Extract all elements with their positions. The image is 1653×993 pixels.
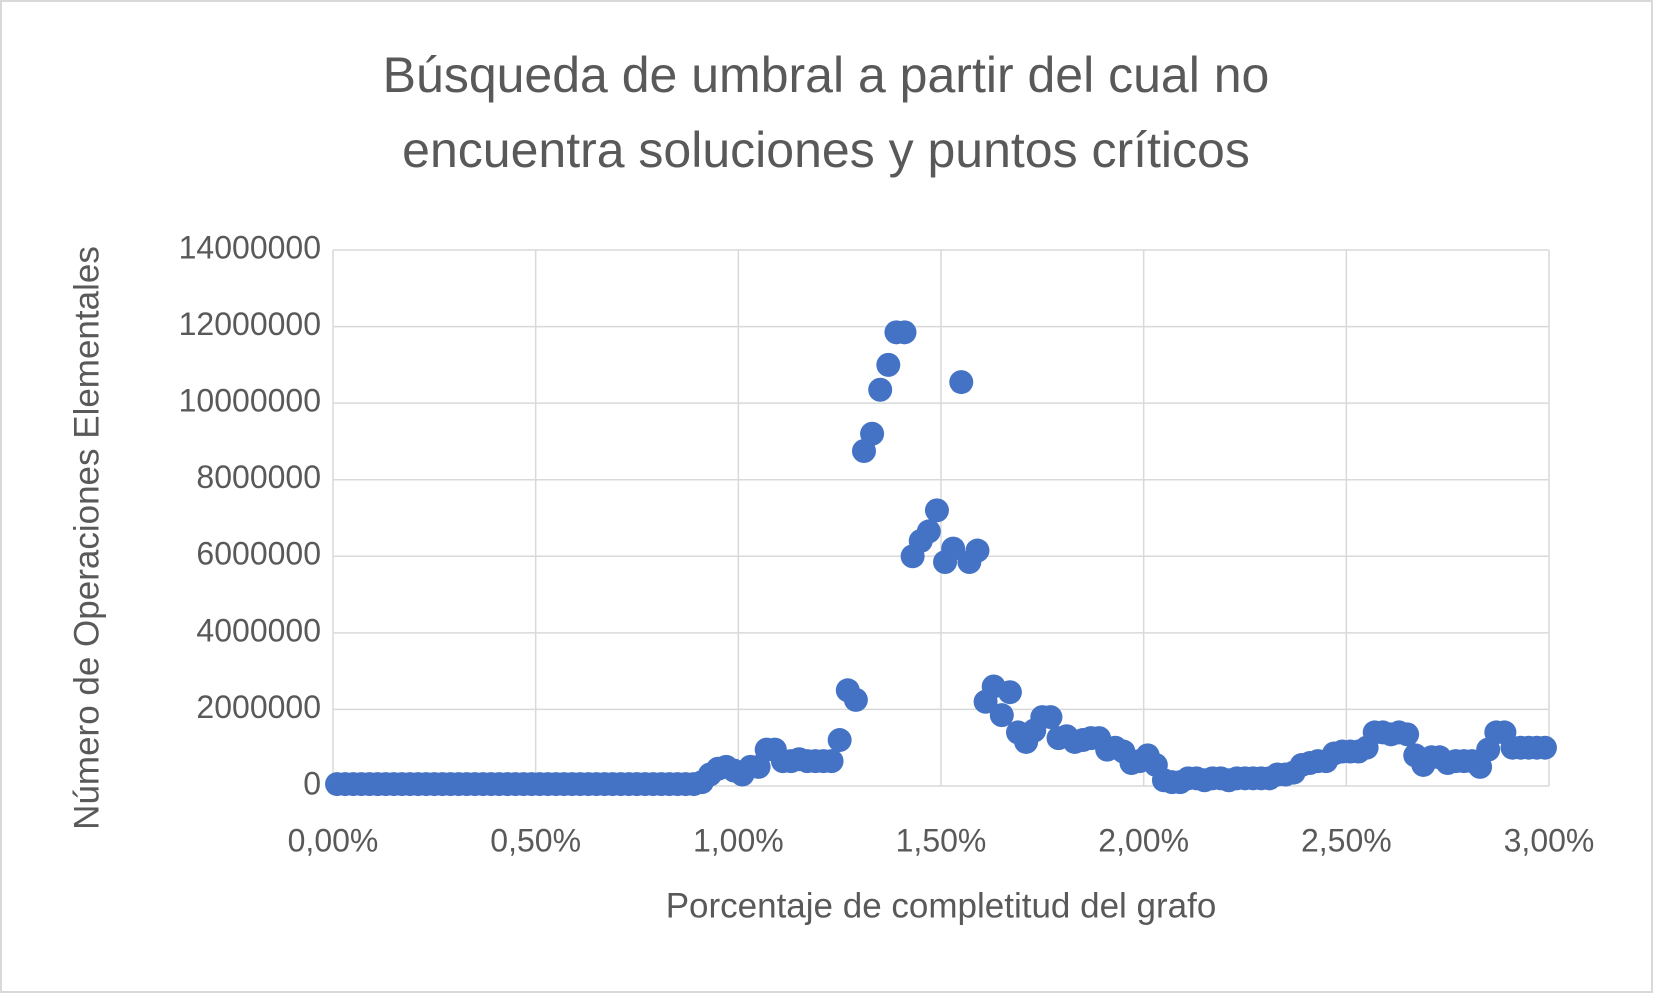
x-tick-label: 1,00%	[693, 822, 784, 858]
x-axis-label: Porcentaje de completitud del grafo	[666, 886, 1217, 925]
y-axis-label: Número de Operaciones Elementales	[67, 246, 106, 830]
y-tick-label: 10000000	[179, 383, 321, 419]
point	[819, 749, 844, 774]
x-tick-label: 3,00%	[1504, 822, 1595, 858]
y-tick-label: 6000000	[196, 536, 321, 572]
y-tick-label: 14000000	[179, 229, 321, 265]
point	[1395, 722, 1420, 747]
point	[876, 352, 901, 377]
point	[860, 421, 885, 446]
x-tick-label: 0,50%	[490, 822, 581, 858]
point	[843, 687, 868, 712]
x-tick-label: 2,50%	[1301, 822, 1392, 858]
y-tick-label: 12000000	[179, 306, 321, 342]
chart-title: Búsqueda de umbral a partir del cual no	[383, 47, 1270, 103]
x-tick-label: 1,50%	[896, 822, 987, 858]
y-tick-label: 2000000	[196, 689, 321, 725]
point	[892, 320, 917, 345]
point	[941, 536, 966, 561]
x-tick-label: 0,00%	[288, 822, 379, 858]
x-tick-label: 2,00%	[1098, 822, 1189, 858]
point	[924, 498, 949, 523]
point	[916, 519, 941, 544]
y-tick-label: 8000000	[196, 459, 321, 495]
point	[827, 728, 852, 753]
y-tick-label: 4000000	[196, 612, 321, 648]
point	[965, 538, 990, 563]
point	[949, 370, 974, 395]
chart-title: encuentra soluciones y puntos críticos	[402, 122, 1250, 178]
y-tick-label: 0	[303, 765, 321, 801]
point	[1038, 705, 1063, 730]
point	[1532, 735, 1557, 760]
point	[868, 377, 893, 402]
point	[989, 703, 1014, 728]
point	[997, 680, 1022, 705]
